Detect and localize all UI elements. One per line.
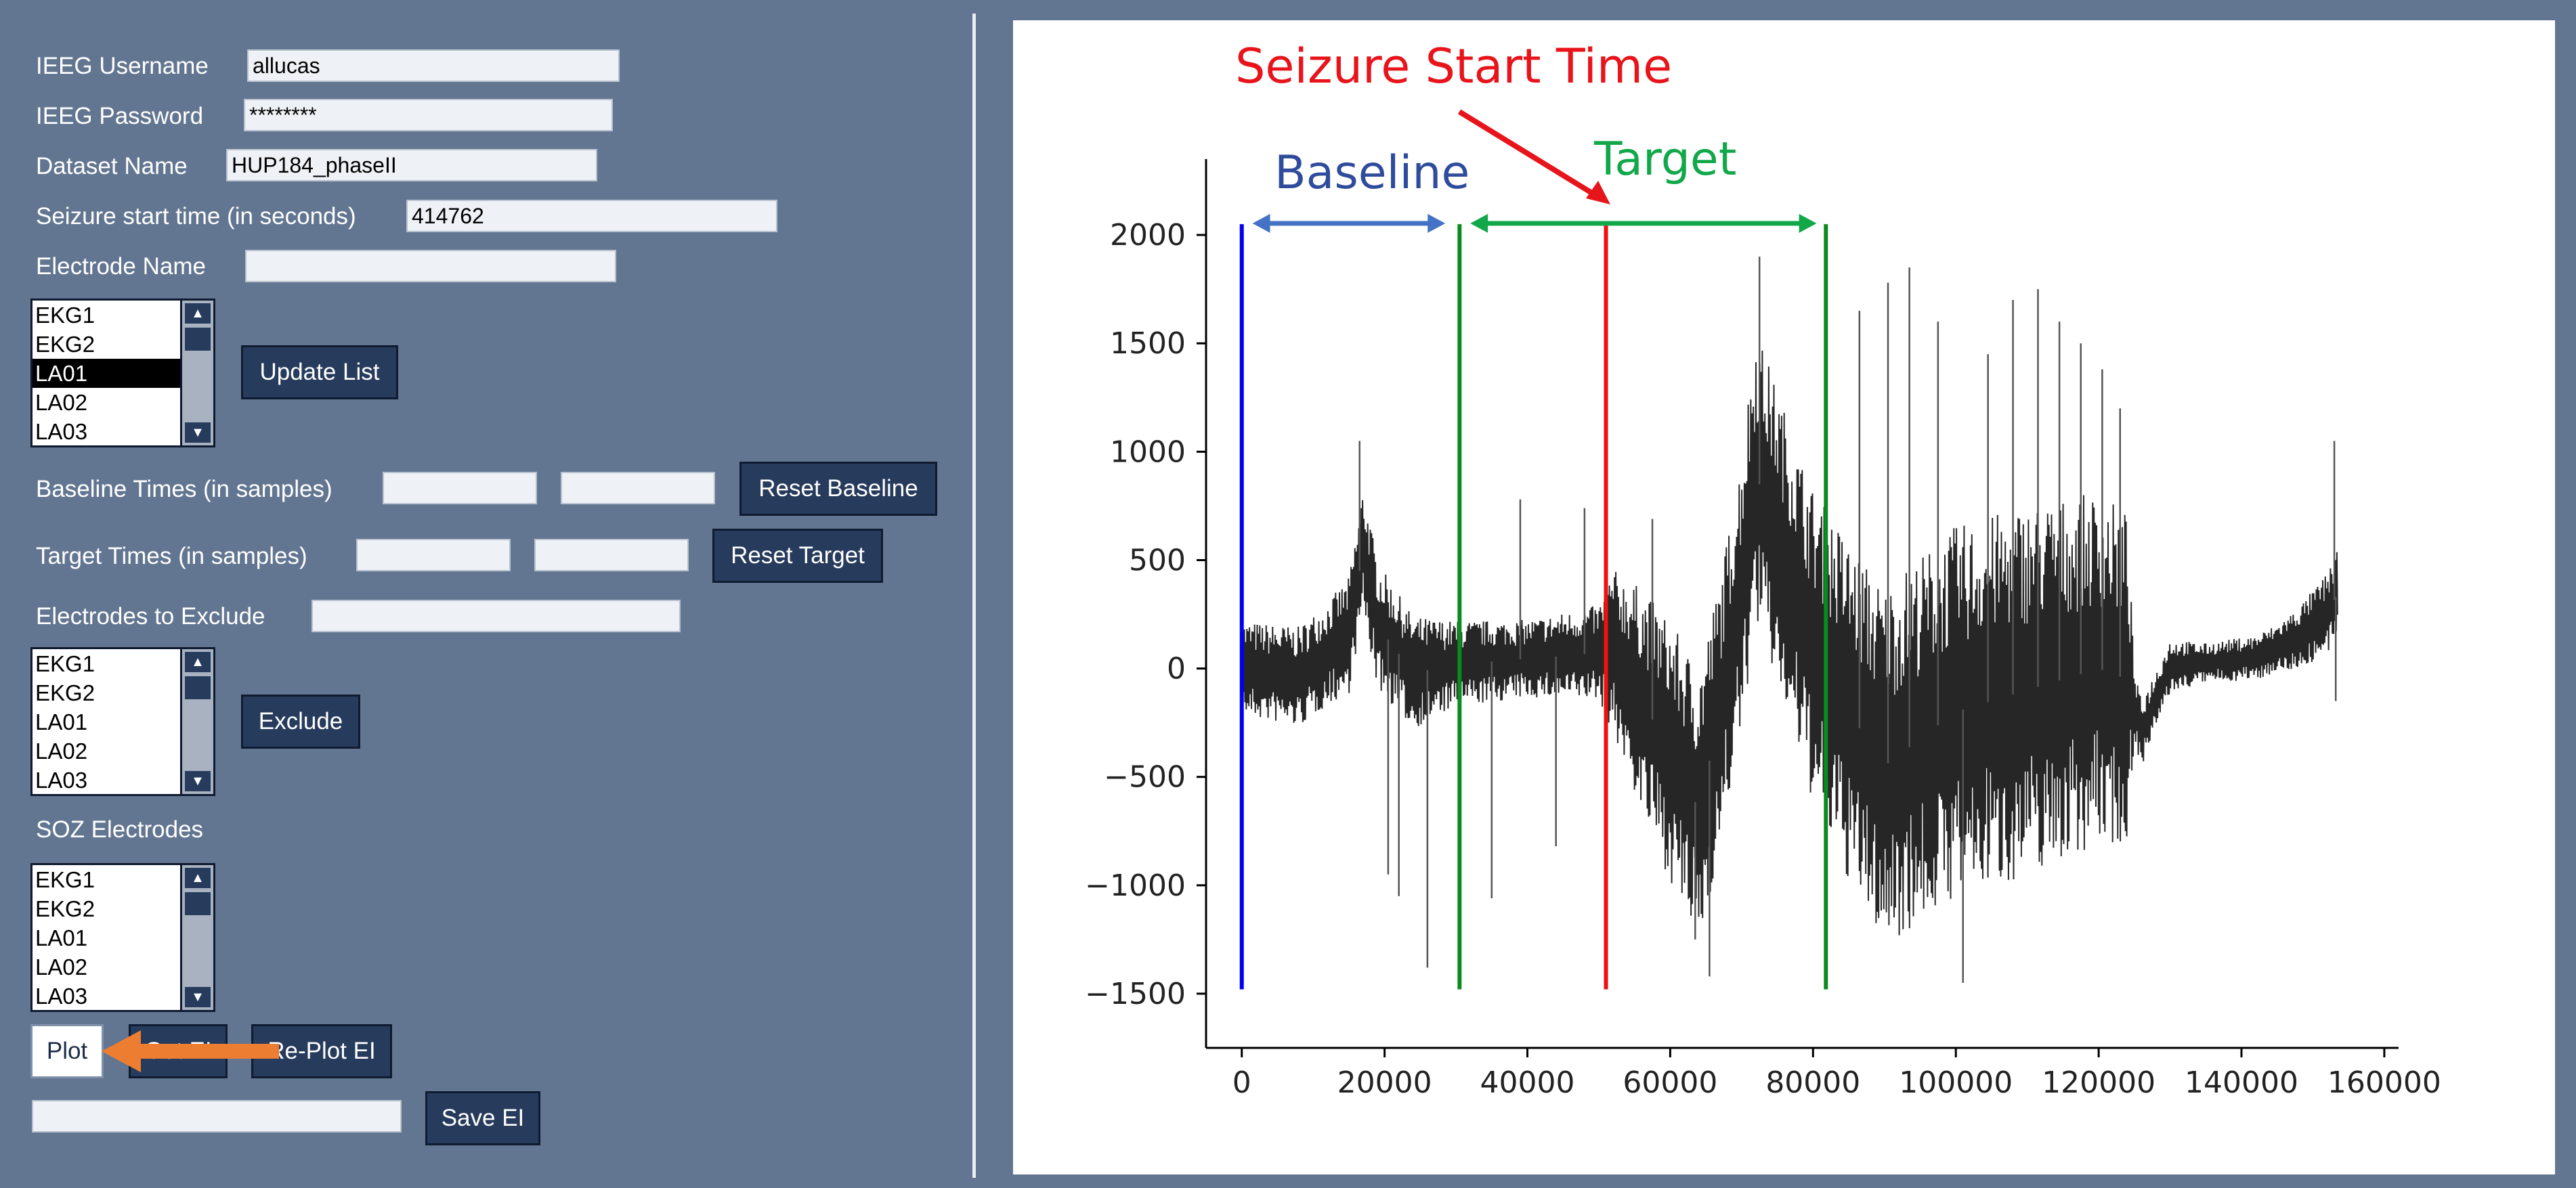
y-tick-label: −500 — [1104, 760, 1186, 795]
target-start-field[interactable] — [356, 539, 511, 571]
electrode-list-scrollbar[interactable]: ▲ ▼ — [180, 299, 215, 447]
y-tick-label: 1500 — [1110, 326, 1186, 361]
baseline-end-field[interactable] — [561, 472, 715, 504]
baseline-annotation: Baseline — [1274, 146, 1469, 200]
soz-electrodes-label: SOZ Electrodes — [36, 816, 204, 843]
callout-arrow-icon — [102, 1030, 279, 1072]
list-item[interactable]: LA02 — [35, 739, 88, 764]
baseline-times-label: Baseline Times (in samples) — [36, 476, 332, 502]
exclude-label: Electrodes to Exclude — [36, 603, 265, 630]
x-tick-label: 80000 — [1765, 1065, 1860, 1100]
scroll-down-icon[interactable]: ▼ — [185, 422, 211, 443]
list-item[interactable]: EKG1 — [35, 867, 95, 892]
target-annotation: Target — [1593, 133, 1736, 186]
scroll-thumb[interactable] — [185, 328, 211, 351]
save-ei-field[interactable] — [32, 1100, 402, 1132]
reset-baseline-button[interactable]: Reset Baseline — [739, 462, 937, 516]
scroll-up-icon[interactable]: ▲ — [185, 868, 211, 888]
scroll-thumb[interactable] — [185, 892, 211, 915]
x-tick-label: 100000 — [1899, 1065, 2013, 1100]
y-tick-label: −1500 — [1085, 977, 1186, 1011]
y-tick-label: 0 — [1167, 652, 1186, 686]
password-label: IEEG Password — [36, 103, 204, 129]
x-tick-label: 40000 — [1480, 1065, 1575, 1100]
target-span-arrow-right-head — [1799, 214, 1817, 233]
baseline-span-arrow-left-head — [1252, 214, 1270, 233]
password-field[interactable] — [244, 99, 613, 131]
scroll-up-icon[interactable]: ▲ — [185, 652, 211, 672]
control-panel: IEEG Username IEEG Password Dataset Name… — [0, 0, 968, 1188]
seizure-time-field[interactable] — [406, 200, 777, 232]
eeg-signal-line — [1241, 350, 2338, 936]
update-list-button[interactable]: Update List — [241, 345, 398, 399]
y-tick-label: 1000 — [1110, 435, 1186, 469]
dataset-field[interactable] — [226, 149, 597, 181]
seizure-pointer-head — [1586, 181, 1610, 204]
list-item[interactable]: EKG1 — [35, 651, 95, 676]
x-tick-label: 120000 — [2042, 1065, 2155, 1100]
plot-button[interactable]: Plot — [30, 1024, 104, 1078]
signal-layer — [1241, 257, 2338, 983]
exclude-button[interactable]: Exclude — [241, 695, 360, 749]
save-ei-button[interactable]: Save EI — [425, 1091, 540, 1145]
baseline-span-arrow-right-head — [1427, 214, 1446, 233]
y-tick-label: 2000 — [1110, 218, 1186, 252]
dataset-label: Dataset Name — [36, 153, 188, 179]
x-tick-label: 60000 — [1623, 1065, 1717, 1100]
seizure-time-label: Seizure start time (in seconds) — [36, 203, 356, 229]
tick-layer: 0 20000 40000 60000 80000 100000 120000 140000 1… — [1085, 218, 2441, 1100]
list-item[interactable]: LA03 — [35, 419, 88, 444]
electrode-name-label: Electrode Name — [36, 253, 206, 280]
panel-divider — [972, 14, 976, 1178]
x-tick-label: 140000 — [2185, 1065, 2298, 1100]
seizure-pointer-arrow — [1457, 109, 1602, 200]
axes-layer — [1205, 159, 2399, 1049]
list-item[interactable]: LA02 — [35, 390, 88, 415]
eeg-chart: 0 20000 40000 60000 80000 100000 120000 140000 1… — [1085, 39, 2441, 1100]
seizure-start-annotation: Seizure Start Time — [1235, 39, 1672, 94]
username-label: IEEG Username — [36, 53, 209, 79]
exclude-field[interactable] — [312, 600, 681, 632]
exclude-list-scrollbar[interactable]: ▲ ▼ — [180, 647, 215, 796]
x-tick-label: 0 — [1232, 1065, 1251, 1100]
list-item[interactable]: LA03 — [35, 984, 88, 1009]
list-item[interactable]: EKG2 — [35, 680, 95, 705]
scroll-down-icon[interactable]: ▼ — [185, 771, 211, 791]
electrode-name-field[interactable] — [245, 250, 616, 282]
list-item[interactable]: LA01 — [35, 925, 88, 950]
vline-layer — [1239, 224, 1828, 990]
annotation-layer: Seizure Start Time Baseline Target — [1235, 39, 1817, 233]
x-tick-label: 20000 — [1337, 1065, 1432, 1100]
y-tick-label: 500 — [1129, 543, 1186, 577]
scroll-down-icon[interactable]: ▼ — [185, 987, 211, 1007]
list-item[interactable]: EKG2 — [35, 332, 95, 357]
scroll-thumb[interactable] — [185, 676, 211, 699]
target-span-arrow-left-head — [1470, 214, 1488, 233]
list-item[interactable]: EKG2 — [35, 896, 95, 921]
soz-list-scrollbar[interactable]: ▲ ▼ — [180, 863, 215, 1012]
username-field[interactable] — [247, 49, 620, 82]
target-times-label: Target Times (in samples) — [36, 543, 307, 569]
target-end-field[interactable] — [534, 539, 689, 571]
list-item[interactable]: EKG1 — [35, 303, 95, 328]
y-tick-label: −1000 — [1085, 868, 1186, 903]
plot-area: 0 20000 40000 60000 80000 100000 120000 140000 1… — [1013, 20, 2555, 1174]
baseline-start-field[interactable] — [383, 472, 537, 504]
list-item[interactable]: LA02 — [35, 954, 88, 980]
list-item[interactable]: LA01 — [35, 709, 88, 734]
reset-target-button[interactable]: Reset Target — [712, 529, 883, 583]
x-tick-label: 160000 — [2327, 1065, 2441, 1100]
list-item[interactable]: LA03 — [35, 768, 88, 793]
scroll-up-icon[interactable]: ▲ — [185, 303, 211, 324]
